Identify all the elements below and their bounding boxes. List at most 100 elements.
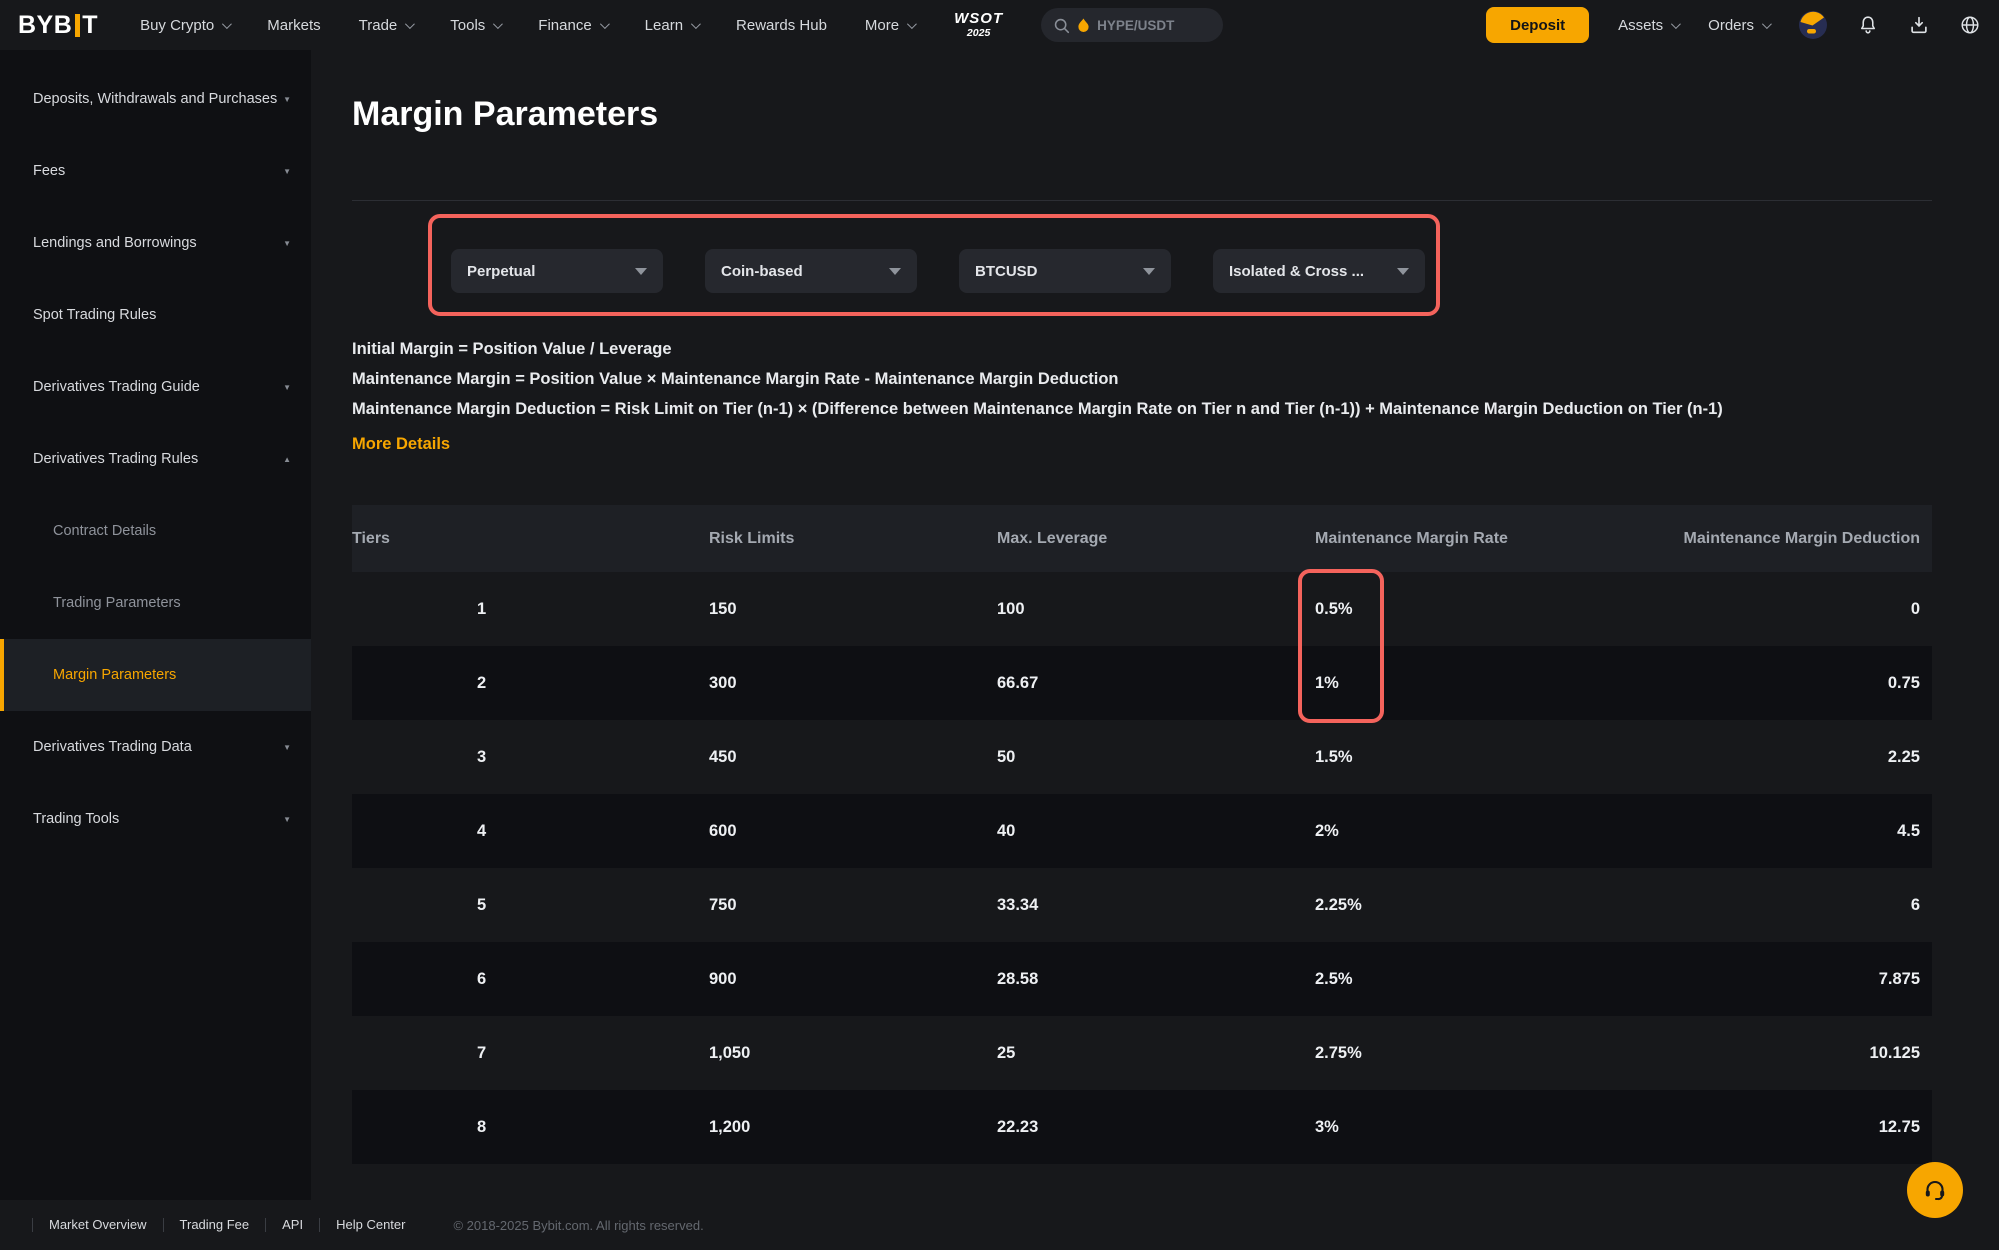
more-details-link[interactable]: More Details xyxy=(352,435,451,453)
cell-tier: 1 xyxy=(477,599,487,618)
wsot-2025-logo[interactable]: WSOT 2025 xyxy=(954,11,1003,39)
cell-maintenance-margin-rate: 2.25% xyxy=(1315,895,1362,914)
sidebar: Deposits, Withdrawals and Purchases ▼ Fe… xyxy=(0,50,311,1200)
footer-link[interactable]: Market Overview xyxy=(32,1218,163,1232)
formula-line: Maintenance Margin = Position Value × Ma… xyxy=(352,370,1119,388)
cell-risk-limit: 300 xyxy=(709,673,737,692)
sidebar-item-label: Deposits, Withdrawals and Purchases xyxy=(33,91,278,107)
chevron-down-icon xyxy=(1671,18,1682,29)
nav-menu-item[interactable]: Trade xyxy=(359,17,416,34)
account-menu-item[interactable]: Orders xyxy=(1708,17,1772,34)
title-divider xyxy=(352,200,1932,201)
logo-orange-bar xyxy=(75,13,81,37)
cell-risk-limit: 1,200 xyxy=(709,1117,751,1136)
sidebar-item-label: Trading Parameters xyxy=(53,595,181,611)
page-title: Margin Parameters xyxy=(352,95,659,133)
sidebar-item[interactable]: Trading Parameters xyxy=(0,567,311,639)
cell-risk-limit: 1,050 xyxy=(709,1043,751,1062)
filter-dropdown[interactable]: Perpetual xyxy=(451,249,663,293)
table-row: 3 450 50 1.5% 2.25 xyxy=(352,720,1932,794)
logo-text-left: BYB xyxy=(18,10,73,39)
main-content: Margin Parameters Perpetual Coin-based B… xyxy=(311,50,1999,1200)
download-icon[interactable] xyxy=(1908,14,1930,36)
nav-menu-item[interactable]: More xyxy=(865,17,917,34)
table-header-cell: Maintenance Margin Rate xyxy=(1315,529,1508,547)
nav-menu-item-label: Markets xyxy=(267,16,321,34)
cell-tier: 6 xyxy=(477,969,487,988)
sidebar-item[interactable]: Lendings and Borrowings ▼ xyxy=(0,207,311,279)
nav-menu-item-label: Rewards Hub xyxy=(736,16,827,34)
footer-link[interactable]: Trading Fee xyxy=(162,1218,266,1232)
sidebar-item-label: Trading Tools xyxy=(33,811,120,827)
nav-right: Deposit Assets Orders xyxy=(1486,7,1981,43)
bell-icon[interactable] xyxy=(1857,14,1879,36)
sidebar-item[interactable]: Margin Parameters xyxy=(0,639,311,711)
chevron-down-icon xyxy=(691,18,701,29)
deposit-button[interactable]: Deposit xyxy=(1486,7,1590,43)
cell-max-leverage: 66.67 xyxy=(997,673,1039,692)
filter-dropdown[interactable]: Isolated & Cross ... xyxy=(1213,249,1425,293)
avatar[interactable] xyxy=(1798,10,1828,40)
chevron-down-icon xyxy=(599,18,610,29)
sidebar-item-label: Derivatives Trading Rules xyxy=(33,451,199,467)
chevron-icon: ▼ xyxy=(283,166,291,176)
footer-link[interactable]: API xyxy=(265,1218,319,1232)
sidebar-item[interactable]: Derivatives Trading Rules ▲ xyxy=(0,423,311,495)
sidebar-item-label: Contract Details xyxy=(53,523,157,539)
wsot-year: 2025 xyxy=(966,27,991,40)
cell-maintenance-margin-rate: 1% xyxy=(1315,673,1339,692)
flame-icon xyxy=(1078,18,1089,32)
table-body: 1 150 100 0.5% 0 2 300 66.67 1% 0.75 3 4… xyxy=(352,572,1932,1164)
sidebar-item[interactable]: Deposits, Withdrawals and Purchases ▼ xyxy=(0,63,311,135)
footer-link[interactable]: Help Center xyxy=(319,1218,421,1232)
nav-menu-item[interactable]: Learn xyxy=(645,17,701,34)
sidebar-item[interactable]: Trading Tools ▼ xyxy=(0,783,311,855)
cell-maintenance-margin-rate: 2.75% xyxy=(1315,1043,1362,1062)
chevron-down-icon xyxy=(493,18,504,29)
nav-menu-item[interactable]: Rewards Hub xyxy=(736,17,827,34)
nav-menu-item-label: Buy Crypto xyxy=(140,16,215,34)
sidebar-item[interactable]: Spot Trading Rules xyxy=(0,279,311,351)
nav-menu-item[interactable]: Tools xyxy=(450,17,504,34)
cell-maintenance-margin-rate: 2.5% xyxy=(1315,969,1353,988)
sidebar-item-label: Derivatives Trading Guide xyxy=(33,379,200,395)
nav-menu-item[interactable]: Finance xyxy=(538,16,610,34)
table-row: 5 750 33.34 2.25% 6 xyxy=(352,868,1932,942)
cell-max-leverage: 50 xyxy=(997,747,1016,766)
sidebar-item[interactable]: Contract Details xyxy=(0,495,311,567)
filter-dropdown-value: BTCUSD xyxy=(975,262,1038,280)
table-header-cell: Max. Leverage xyxy=(997,529,1108,547)
table-row: 1 150 100 0.5% 0 xyxy=(352,572,1932,646)
table-header-cell: Maintenance Margin Deduction xyxy=(1683,529,1920,547)
cell-risk-limit: 900 xyxy=(709,969,737,988)
bybit-logo[interactable]: BYB T xyxy=(18,11,98,40)
chevron-down-icon xyxy=(635,267,647,275)
filter-bar: Perpetual Coin-based BTCUSD Isolated & C… xyxy=(428,214,1442,316)
globe-icon[interactable] xyxy=(1959,14,1981,36)
filter-dropdown[interactable]: BTCUSD xyxy=(959,249,1171,293)
filter-dropdown[interactable]: Coin-based xyxy=(705,249,917,293)
sidebar-item[interactable]: Fees ▼ xyxy=(0,135,311,207)
cell-tier: 7 xyxy=(477,1043,487,1062)
search-input[interactable]: HYPE/USDT xyxy=(1041,8,1224,42)
cell-maintenance-margin-deduction: 6 xyxy=(1910,895,1920,914)
nav-menu-item[interactable]: Buy Crypto xyxy=(140,16,233,34)
sidebar-item[interactable]: Derivatives Trading Guide ▼ xyxy=(0,351,311,423)
nav-menu-item[interactable]: Markets xyxy=(267,17,320,34)
margin-formulas: Initial Margin = Position Value / Levera… xyxy=(352,334,1932,424)
cell-max-leverage: 28.58 xyxy=(997,969,1039,988)
chevron-icon: ▼ xyxy=(283,742,291,752)
chevron-icon: ▼ xyxy=(283,238,291,248)
footer-links: Market Overview Trading Fee API Help Center xyxy=(32,1218,421,1232)
sidebar-item[interactable]: Derivatives Trading Data ▼ xyxy=(0,711,311,783)
account-menu-item[interactable]: Assets xyxy=(1618,17,1682,34)
cell-maintenance-margin-deduction: 7.875 xyxy=(1878,969,1920,988)
cell-maintenance-margin-deduction: 10.125 xyxy=(1869,1043,1920,1062)
cell-max-leverage: 25 xyxy=(997,1043,1016,1062)
table-row: 4 600 40 2% 4.5 xyxy=(352,794,1932,868)
nav-menu-item-label: Finance xyxy=(538,16,592,34)
support-chat-button[interactable] xyxy=(1907,1162,1963,1218)
filter-dropdown-value: Coin-based xyxy=(721,262,803,280)
table-row: 6 900 28.58 2.5% 7.875 xyxy=(352,942,1932,1016)
chevron-icon: ▼ xyxy=(283,814,291,824)
